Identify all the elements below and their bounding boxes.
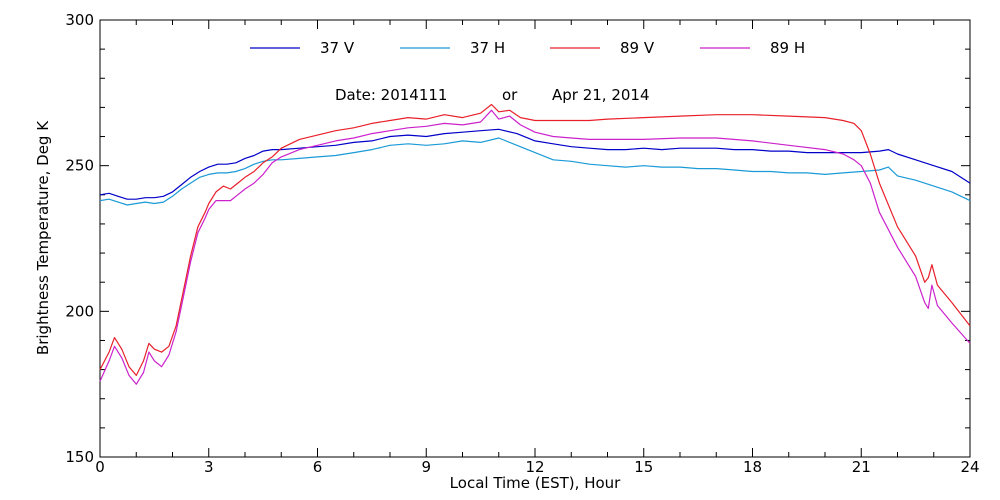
- x-tick-label: 3: [204, 458, 214, 476]
- date-label: Date: 2014111: [335, 86, 447, 104]
- series-line-37-h: [99, 137, 971, 206]
- x-tick-label: 21: [852, 458, 871, 476]
- legend-label: 37 V: [320, 39, 355, 57]
- x-tick-label: 15: [634, 458, 653, 476]
- x-axis-title: Local Time (EST), Hour: [450, 474, 621, 492]
- legend-label: 89 H: [770, 39, 805, 57]
- y-tick-label: 150: [65, 448, 94, 466]
- legend-label: 89 V: [620, 39, 655, 57]
- y-axis-title: Brightness Temperature, Deg K: [34, 120, 52, 355]
- x-tick-label: 0: [95, 458, 105, 476]
- series-lines: [99, 103, 971, 385]
- date-text: Apr 21, 2014: [552, 86, 650, 104]
- or-label: or: [502, 86, 518, 104]
- series-line-89-h: [99, 109, 971, 385]
- axis-ticks: 0 3 6 9 12 15 18 21 24 150 200 250 300: [65, 11, 979, 476]
- y-tick-label: 300: [65, 11, 94, 29]
- x-tick-label: 6: [313, 458, 323, 476]
- x-tick-label: 18: [743, 458, 762, 476]
- series-line-37-v: [99, 128, 971, 200]
- y-tick-label: 200: [65, 302, 94, 320]
- x-tick-label: 24: [960, 458, 979, 476]
- plot-frame: [99, 19, 971, 458]
- series-line-89-v: [99, 103, 971, 376]
- legend-label: 37 H: [470, 39, 505, 57]
- x-tick-label: 12: [525, 458, 544, 476]
- legend: 37 V 37 H 89 V 89 H: [250, 39, 805, 57]
- x-tick-label: 9: [421, 458, 431, 476]
- y-tick-label: 250: [65, 157, 94, 175]
